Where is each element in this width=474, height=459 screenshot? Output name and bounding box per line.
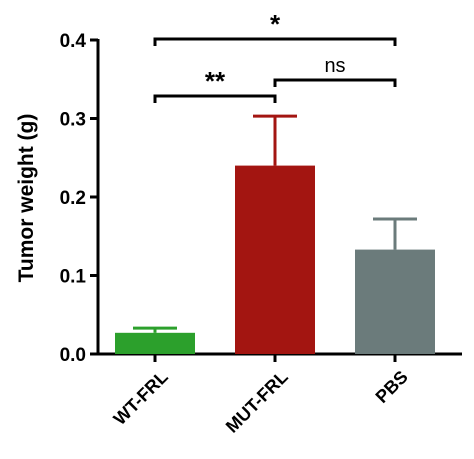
significance-label: * [270,9,281,39]
y-tick-label: 0.1 [60,267,87,288]
significance-label: ns [324,55,345,77]
significance-label: ** [205,66,226,96]
x-tick-label: WT-FRL [110,367,172,429]
bar-mut-frl [235,165,315,354]
y-tick-label: 0.3 [60,110,86,131]
y-tick-label: 0.2 [60,188,86,209]
x-tick-label: PBS [372,367,412,407]
significance-bracket [153,37,397,46]
significance-bracket [153,94,277,103]
y-tick-label: 0.0 [60,345,86,366]
y-axis-label: Tumor weight (g) [15,114,38,283]
bar-wt-frl [115,332,195,354]
bars [115,114,435,354]
y-tick-label: 0.4 [60,31,87,52]
bar-pbs [355,249,435,354]
x-tick-label: MUT-FRL [222,367,292,437]
significance-brackets: *** ns [153,9,397,103]
significance-bracket [273,78,397,87]
